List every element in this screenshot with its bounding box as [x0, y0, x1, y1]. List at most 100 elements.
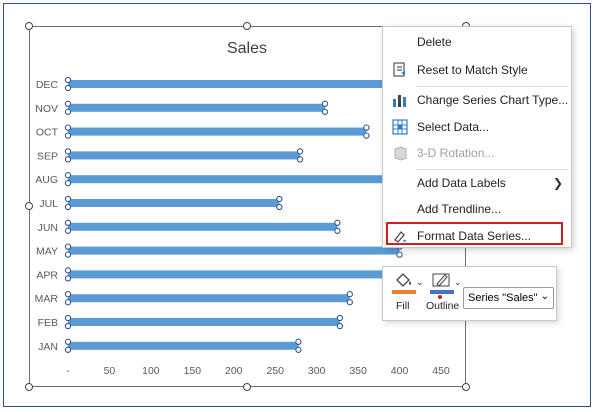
resize-handle-bottom-right[interactable] [462, 383, 470, 391]
outline-indicator-dot [438, 295, 442, 299]
resize-handle-bottom-left[interactable] [25, 383, 33, 391]
chart-title[interactable]: Sales [227, 40, 267, 57]
fill-label: Fill [396, 300, 410, 312]
bar-nov[interactable] [68, 103, 325, 112]
category-label: AUG [35, 174, 58, 186]
resize-handle-bottom-center[interactable] [243, 383, 251, 391]
bar-selection-handle[interactable] [296, 156, 304, 163]
bar-selection-handle[interactable] [64, 172, 72, 179]
bar-jan[interactable] [68, 341, 299, 350]
bar-selection-handle[interactable] [363, 124, 370, 131]
category-label: MAY [36, 246, 58, 258]
category-label: MAR [35, 293, 59, 305]
menu-item-3d-rotation: 3-D Rotation... [383, 140, 571, 166]
category-label: DEC [36, 79, 59, 91]
chart-type-icon [392, 92, 408, 108]
bar-selection-handle[interactable] [334, 227, 341, 234]
menu-separator [417, 169, 569, 170]
category-label: JAN [38, 341, 58, 353]
bar-may[interactable] [68, 246, 400, 255]
category-label: FEB [38, 317, 58, 329]
bar-jun[interactable] [68, 222, 338, 231]
bar-selection-handle[interactable] [64, 156, 72, 163]
bar-selection-handle[interactable] [276, 195, 283, 203]
bar-oct[interactable] [68, 127, 367, 136]
category-label: SEP [37, 150, 58, 162]
fill-button[interactable]: ⌄ Fill [389, 271, 424, 313]
menu-item-label: Reset to Match Style [417, 63, 528, 77]
outline-dropdown-chevron-icon[interactable]: ⌄ [454, 277, 462, 287]
outline-button[interactable]: ⌄ Outline [426, 271, 463, 313]
resize-handle-top-center[interactable] [243, 22, 251, 30]
bar-selection-handle[interactable] [64, 243, 72, 250]
bar-mar[interactable] [68, 294, 350, 303]
bar-selection-handle[interactable] [295, 346, 302, 353]
menu-item-label: Delete [417, 35, 452, 49]
bar-selection-handle[interactable] [396, 251, 403, 258]
bar-selection-handle[interactable] [64, 84, 72, 92]
chart-plot[interactable]: Sales JAN FEB MAR APR MAY JUN JUL AUG SEP OCT NOV DE… [30, 27, 467, 388]
bar-selection-handle[interactable] [64, 180, 72, 187]
bar-selection-handle[interactable] [64, 124, 72, 131]
bar-selection-handle[interactable] [64, 203, 72, 211]
context-menu: Delete Reset to Match Style Change Serie… [382, 26, 572, 248]
menu-item-label: Add Trendline... [417, 202, 502, 216]
bar-selection-handle[interactable] [321, 108, 329, 115]
bar-selection-handle[interactable] [64, 76, 72, 84]
bar-selection-handle[interactable] [296, 148, 304, 155]
bar-selection-handle[interactable] [336, 314, 344, 322]
menu-item-add-data-labels[interactable]: Add Data Labels ❯ [383, 170, 571, 196]
x-tick-label: 400 [391, 365, 409, 377]
bar-selection-handle[interactable] [64, 267, 72, 274]
x-tick-label: 50 [104, 365, 116, 377]
bar-dec[interactable] [68, 80, 392, 88]
bar-selection-handle[interactable] [334, 219, 341, 226]
series-selector-dropdown[interactable]: Series "Sales" ⌄ [463, 287, 554, 309]
fill-dropdown-chevron-icon[interactable]: ⌄ [416, 277, 424, 287]
rotation-3d-icon [392, 145, 408, 161]
bar-selection-handle[interactable] [64, 148, 72, 155]
menu-item-change-chart-type[interactable]: Change Series Chart Type... [383, 87, 571, 113]
menu-item-select-data[interactable]: Select Data... [383, 114, 571, 140]
bar-selection-handle[interactable] [64, 291, 72, 298]
paint-bucket-icon [393, 272, 415, 293]
bar-apr[interactable] [68, 270, 417, 279]
bar-jul[interactable] [68, 199, 280, 207]
x-tick-label: 350 [349, 365, 367, 377]
menu-item-add-trendline[interactable]: Add Trendline... [383, 196, 571, 222]
bar-selection-handle[interactable] [64, 346, 72, 353]
bar-selection-handle[interactable] [64, 195, 72, 203]
bar-selection-handle[interactable] [321, 100, 329, 107]
bar-selection-handle[interactable] [346, 291, 353, 298]
fill-color-swatch [392, 290, 416, 294]
bar-selection-handle[interactable] [64, 275, 72, 282]
menu-item-format-data-series[interactable]: Format Data Series... [383, 223, 571, 249]
bar-selection-handle[interactable] [336, 322, 344, 330]
select-data-icon [392, 119, 408, 135]
bar-selection-handle[interactable] [295, 338, 302, 345]
menu-item-delete[interactable]: Delete [383, 29, 571, 55]
x-tick-label: 150 [184, 365, 202, 377]
resize-handle-top-left[interactable] [25, 22, 33, 30]
bar-selection-handle[interactable] [64, 108, 72, 115]
bar-selection-handle[interactable] [64, 132, 72, 139]
bar-aug[interactable] [68, 175, 392, 184]
bar-selection-handle[interactable] [64, 227, 72, 234]
bar-selection-handle[interactable] [64, 251, 72, 258]
bar-selection-handle[interactable] [363, 132, 370, 139]
highlight-annotation [386, 222, 563, 245]
bar-sep[interactable] [68, 151, 301, 160]
bar-selection-handle[interactable] [346, 299, 353, 306]
bar-selection-handle[interactable] [64, 322, 72, 330]
menu-item-label: Format Data Series... [417, 229, 532, 243]
bar-feb[interactable] [68, 318, 340, 326]
bar-selection-handle[interactable] [64, 219, 72, 226]
bar-selection-handle[interactable] [64, 314, 72, 322]
reset-style-icon [392, 62, 408, 78]
bar-selection-handle[interactable] [64, 299, 72, 306]
bar-selection-handle[interactable] [64, 100, 72, 107]
bar-selection-handle[interactable] [276, 203, 283, 211]
resize-handle-middle-left[interactable] [25, 202, 33, 210]
bar-selection-handle[interactable] [64, 338, 72, 345]
menu-item-reset-style[interactable]: Reset to Match Style [383, 57, 571, 83]
